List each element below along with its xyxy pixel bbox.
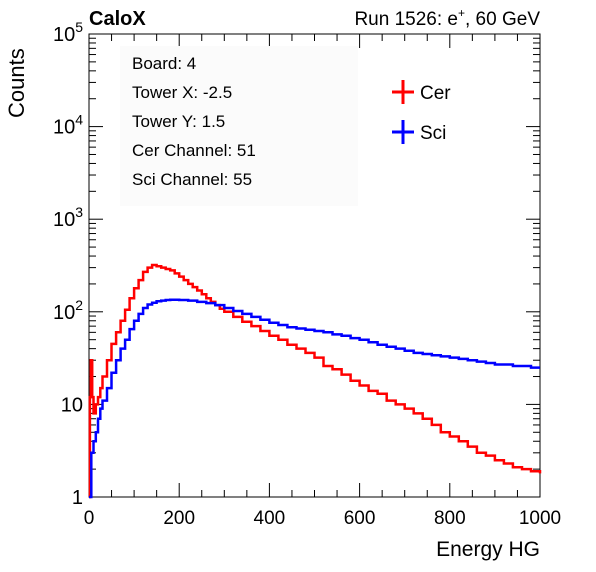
y-tick-label: 102 [53, 297, 83, 324]
info-cer-channel: Cer Channel: 51 [132, 141, 256, 160]
y-axis-label: Counts [4, 48, 29, 118]
series-cer-line [88, 263, 542, 499]
x-tick-label: 200 [163, 508, 195, 529]
info-sci-channel: Sci Channel: 55 [132, 170, 253, 189]
info-tower-x: Tower X: -2.5 [132, 83, 233, 102]
legend-sci-label: Sci [420, 123, 446, 144]
info-tower-y: Tower Y: 1.5 [132, 112, 226, 131]
data-curves [88, 263, 542, 499]
experiment-label: CaloX [89, 8, 146, 30]
info-box: Board: 4 Tower X: -2.5 Tower Y: 1.5 Cer … [120, 46, 358, 206]
run-prefix: Run 1526: e [354, 9, 458, 30]
info-board: Board: 4 [132, 54, 197, 73]
x-tick-label: 600 [344, 508, 376, 529]
x-tick-label: 1000 [519, 508, 561, 529]
legend-cer-label: Cer [420, 83, 451, 104]
x-tick-label: 400 [254, 508, 286, 529]
run-label: Run 1526: e+, 60 GeV [354, 6, 540, 30]
y-tick-label: 1 [72, 487, 83, 509]
x-tick-label: 800 [434, 508, 466, 529]
y-tick-label: 105 [53, 19, 83, 46]
x-tick-label: 0 [84, 508, 95, 529]
y-tick-label: 103 [53, 204, 83, 231]
x-axis-label: Energy HG [436, 538, 540, 561]
axis-ticks: 0 200 400 600 800 1000 1 10 102 103 104 105 [53, 19, 561, 529]
y-tick-label: 10 [61, 394, 83, 416]
run-suffix: , 60 GeV [465, 9, 540, 30]
y-tick-label: 104 [53, 112, 83, 139]
run-superscript: + [458, 6, 465, 20]
series-sci-line [89, 298, 540, 499]
legend: Cer Sci [392, 80, 451, 144]
